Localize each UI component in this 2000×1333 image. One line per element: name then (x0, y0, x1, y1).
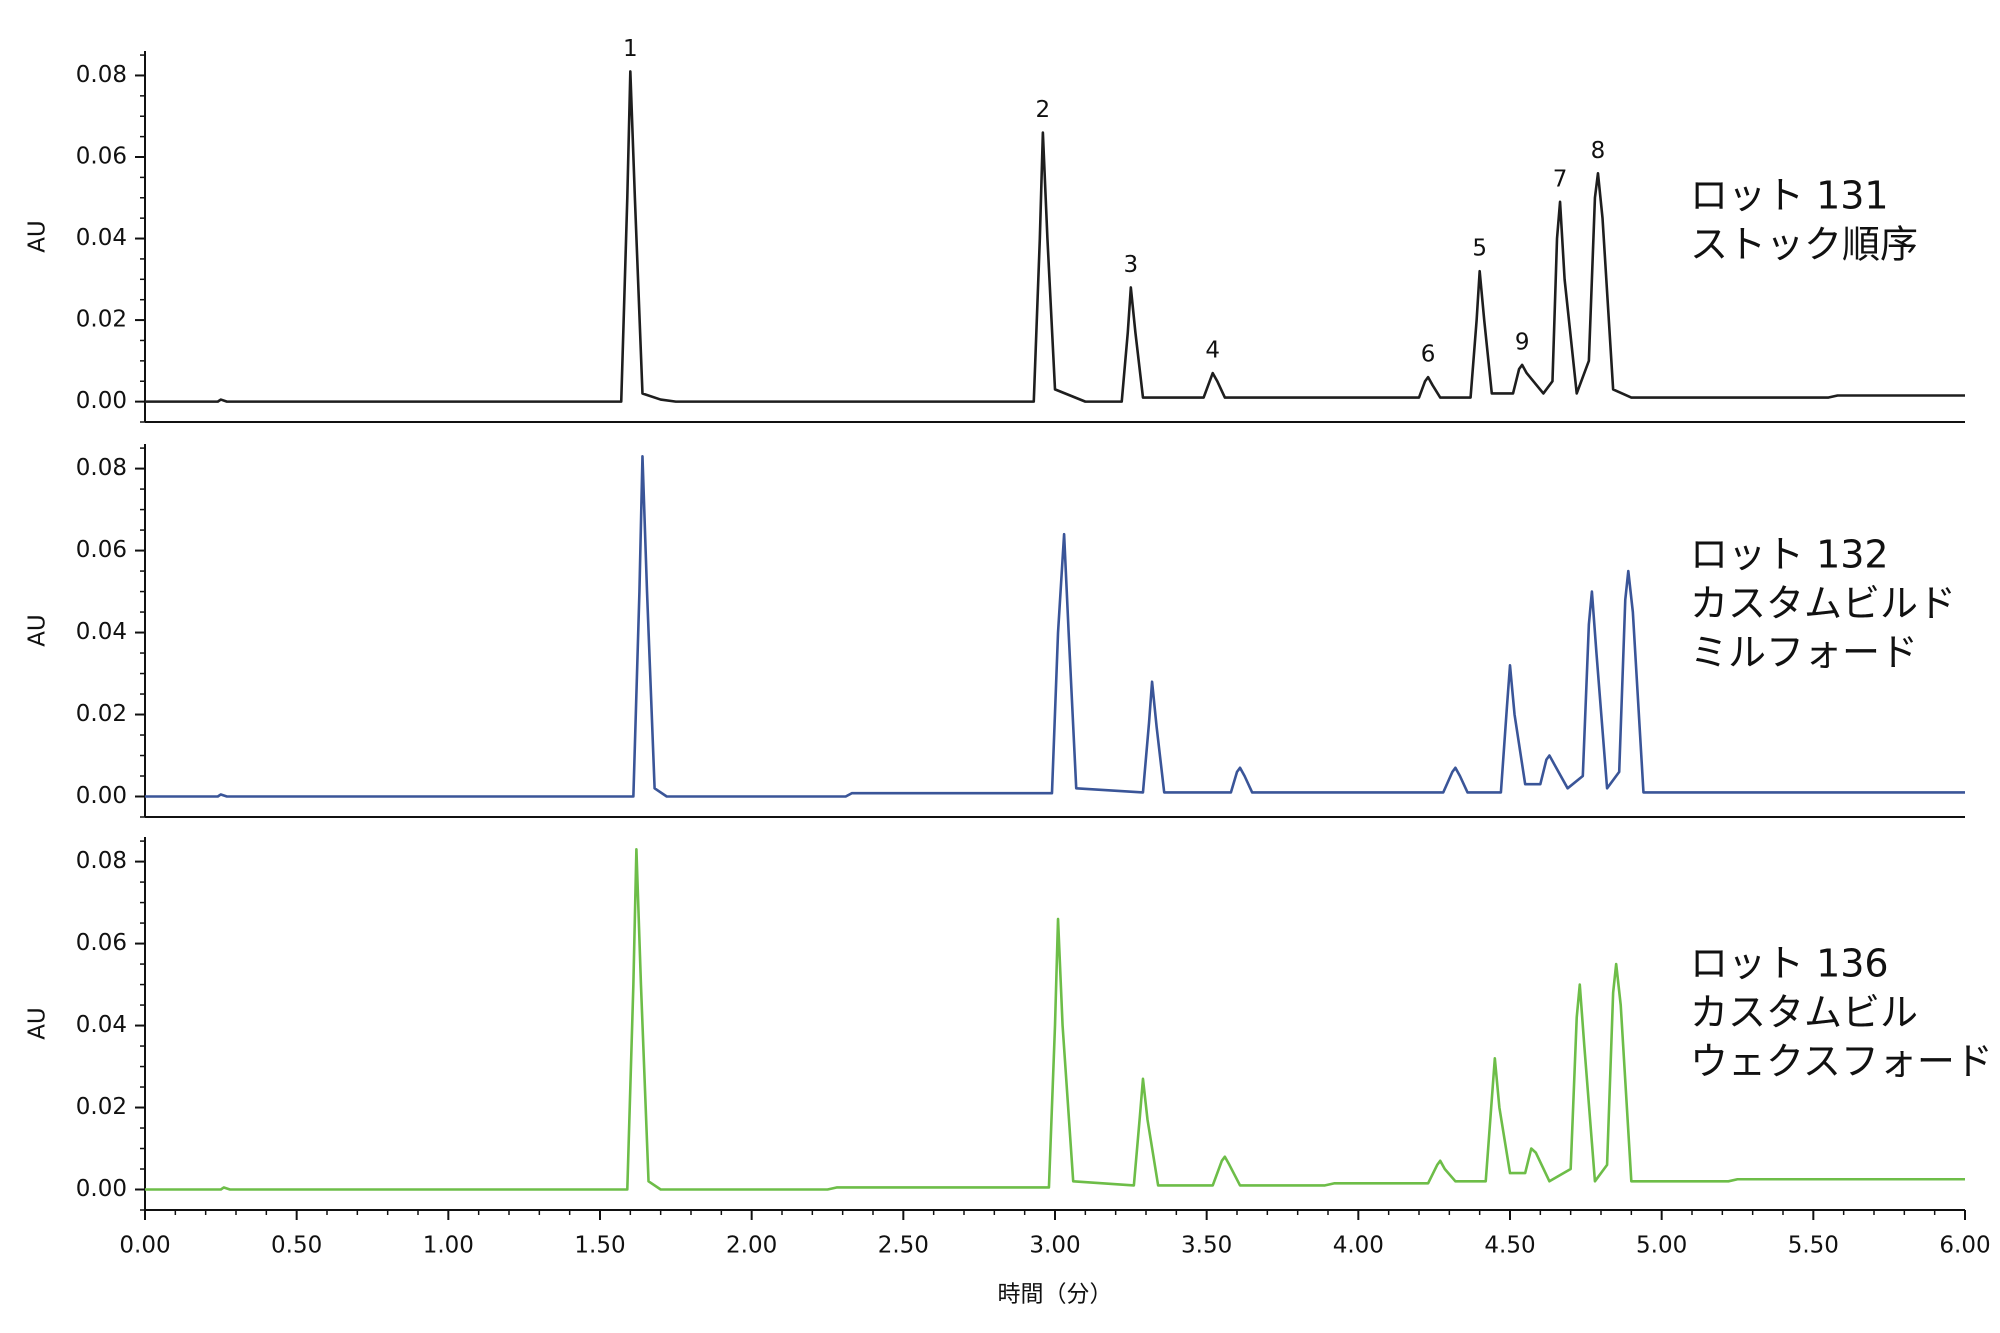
x-tick-label: 2.50 (878, 1233, 929, 1259)
legend-note: ウェクスフォード (1690, 1040, 1993, 1084)
peak-label: 6 (1421, 342, 1436, 368)
y-tick-label: 0.02 (76, 1094, 127, 1120)
peak-label: 1 (623, 36, 638, 62)
peak-label: 7 (1553, 166, 1568, 192)
x-tick-label: 4.00 (1333, 1233, 1384, 1259)
peak-label: 3 (1124, 252, 1139, 278)
x-tick-label: 6.00 (1939, 1233, 1990, 1259)
y-axis-title: AU (25, 1007, 51, 1040)
y-tick-label: 0.00 (76, 783, 127, 809)
chromatogram-line (145, 455, 1965, 798)
y-tick-label: 0.02 (76, 701, 127, 727)
y-tick-label: 0.04 (76, 1012, 127, 1038)
y-tick-label: 0.08 (76, 62, 127, 88)
x-tick-label: 1.50 (574, 1233, 625, 1259)
x-tick-label: 2.00 (726, 1233, 777, 1259)
y-tick-label: 0.06 (76, 144, 127, 170)
legend-label: ロット 131 (1690, 174, 1889, 218)
y-tick-label: 0.06 (76, 930, 127, 956)
x-tick-label: 4.50 (1484, 1233, 1535, 1259)
legend-label: ロット 132 (1690, 533, 1889, 577)
chromatogram-line (145, 848, 1965, 1191)
peak-label: 2 (1036, 97, 1051, 123)
x-tick-label: 5.00 (1636, 1233, 1687, 1259)
y-tick-label: 0.02 (76, 307, 127, 333)
legend-note: カスタムビルド (1690, 582, 1956, 626)
x-tick-label: 3.00 (1029, 1233, 1080, 1259)
y-axis-title: AU (25, 614, 51, 647)
y-tick-label: 0.00 (76, 388, 127, 414)
y-axis-title: AU (25, 220, 51, 253)
legend-label: ロット 136 (1690, 942, 1889, 986)
chromatogram-line (145, 70, 1965, 403)
x-tick-label: 0.50 (271, 1233, 322, 1259)
peak-label: 9 (1515, 329, 1530, 355)
y-tick-label: 0.04 (76, 225, 127, 251)
y-tick-label: 0.04 (76, 619, 127, 645)
x-axis-title: 時間（分） (998, 1282, 1113, 1308)
y-tick-label: 0.00 (76, 1176, 127, 1202)
x-tick-label: 5.50 (1788, 1233, 1839, 1259)
peak-label: 8 (1591, 138, 1606, 164)
y-tick-label: 0.08 (76, 455, 127, 481)
legend-note: ストック順序 (1690, 223, 1918, 267)
y-tick-label: 0.08 (76, 848, 127, 874)
x-tick-label: 1.00 (423, 1233, 474, 1259)
legend-note: ミルフォード (1690, 631, 1918, 675)
legend-note: カスタムビル (1690, 991, 1918, 1035)
x-tick-label: 3.50 (1181, 1233, 1232, 1259)
peak-label: 5 (1472, 236, 1487, 262)
peak-label: 4 (1205, 338, 1220, 364)
x-tick-label: 0.00 (119, 1233, 170, 1259)
y-tick-label: 0.06 (76, 537, 127, 563)
